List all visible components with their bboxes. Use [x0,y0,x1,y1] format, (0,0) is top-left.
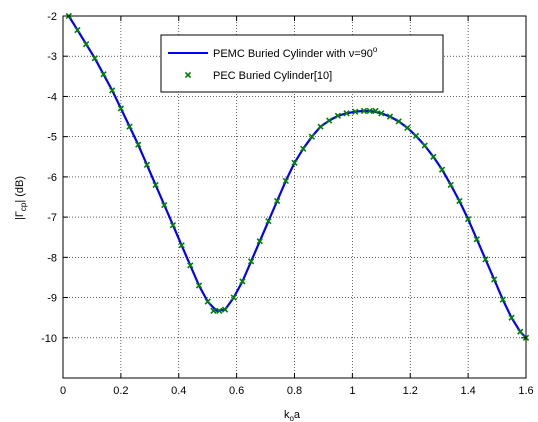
legend-marker-sample [184,71,192,79]
data-point-pec [256,238,263,245]
data-point-pec [438,166,446,173]
data-point-pec [300,145,307,152]
data-point-pec [456,197,463,205]
data-point-pec [230,294,237,301]
legend-box [160,34,444,93]
data-point-pec [82,40,90,48]
data-point-pec [360,107,368,115]
y-tick-label: -4 [47,91,57,103]
data-point-pec [126,123,133,130]
data-point-pec [117,105,125,112]
data-point-pec [378,110,385,117]
data-point-pec [517,328,524,335]
data-point-pec [74,26,81,34]
data-point-pec [216,307,223,314]
data-point-pec [195,282,203,289]
x-tick-label: 0.8 [287,385,302,397]
data-point-pec [352,108,359,115]
data-point-pec [395,118,402,125]
data-point-pec [100,71,107,78]
y-axis-label: |Γcp| (dB) [14,176,28,220]
x-tick-label: 1.6 [518,385,533,397]
x-tick-label: 0.6 [229,385,244,397]
data-point-pec [169,221,177,229]
data-point-pec [334,112,342,119]
x-tick-label: 1.4 [460,385,475,397]
data-point-pec [317,123,324,130]
data-point-pec [343,110,350,117]
y-tick-label: -6 [47,172,57,184]
axis-ticks: 0 0.2 0.4 0.6 0.8 1 1.2 1.4 1.6 -10 -9 -8 -7 -6 -5 -4 -3… [41,11,534,397]
data-point-pec [430,153,437,160]
series-layer [65,12,530,341]
data-point-pec [265,217,272,225]
data-point-pec [464,215,472,223]
data-point-pec [366,107,373,115]
x-tick-label: 1.2 [403,385,418,397]
series-line-pemc [67,15,527,339]
data-point-pec [482,256,489,263]
y-tick-label: -9 [47,293,57,305]
y-tick-label: -8 [47,252,57,264]
data-point-pec [404,124,411,131]
data-point-pec [161,201,168,209]
data-point-pec [499,296,507,303]
legend-marker [184,71,192,79]
data-point-pec [152,181,159,189]
data-point-pec [135,141,142,148]
data-point-pec [109,87,116,94]
x-tick-label: 0.4 [171,385,186,397]
data-point-pec [386,113,394,120]
data-point-pec [421,142,428,149]
data-point-pec [187,262,194,269]
data-point-pec [491,276,498,283]
data-point-pec [282,177,289,185]
data-point-pec [508,314,515,321]
data-point-pec [372,107,379,115]
y-tick-label: -7 [47,212,57,224]
data-point-pec [221,306,229,313]
data-point-pec [91,55,98,62]
data-point-pec [143,161,151,168]
legend: PEMC Buried Cylinder with ν=90o PEC Buri… [160,34,444,93]
data-point-pec [247,258,255,265]
data-point-pec [291,159,298,166]
legend-label-pemc: PEMC Buried Cylinder with ν=90o [213,45,378,60]
data-point-pec [473,236,480,243]
x-tick-label: 1 [349,385,355,397]
data-point-pec [447,181,454,189]
data-point-pec [412,132,420,140]
data-point-pec [210,307,217,314]
legend-label-pec: PEC Buried Cylinder[10] [213,70,332,82]
data-point-pec [178,242,185,249]
y-tick-label: -10 [41,333,57,345]
data-point-pec [273,197,281,205]
y-tick-label: -5 [47,132,57,144]
x-axis-label: koa [284,409,301,422]
data-point-pec [204,298,211,305]
x-tick-label: 0.2 [113,385,128,397]
data-point-pec [308,133,316,140]
data-point-pec [239,278,246,285]
y-tick-label: -2 [47,11,57,23]
y-tick-label: -3 [47,51,57,63]
x-tick-label: 0 [60,385,66,397]
data-point-pec [326,117,333,124]
